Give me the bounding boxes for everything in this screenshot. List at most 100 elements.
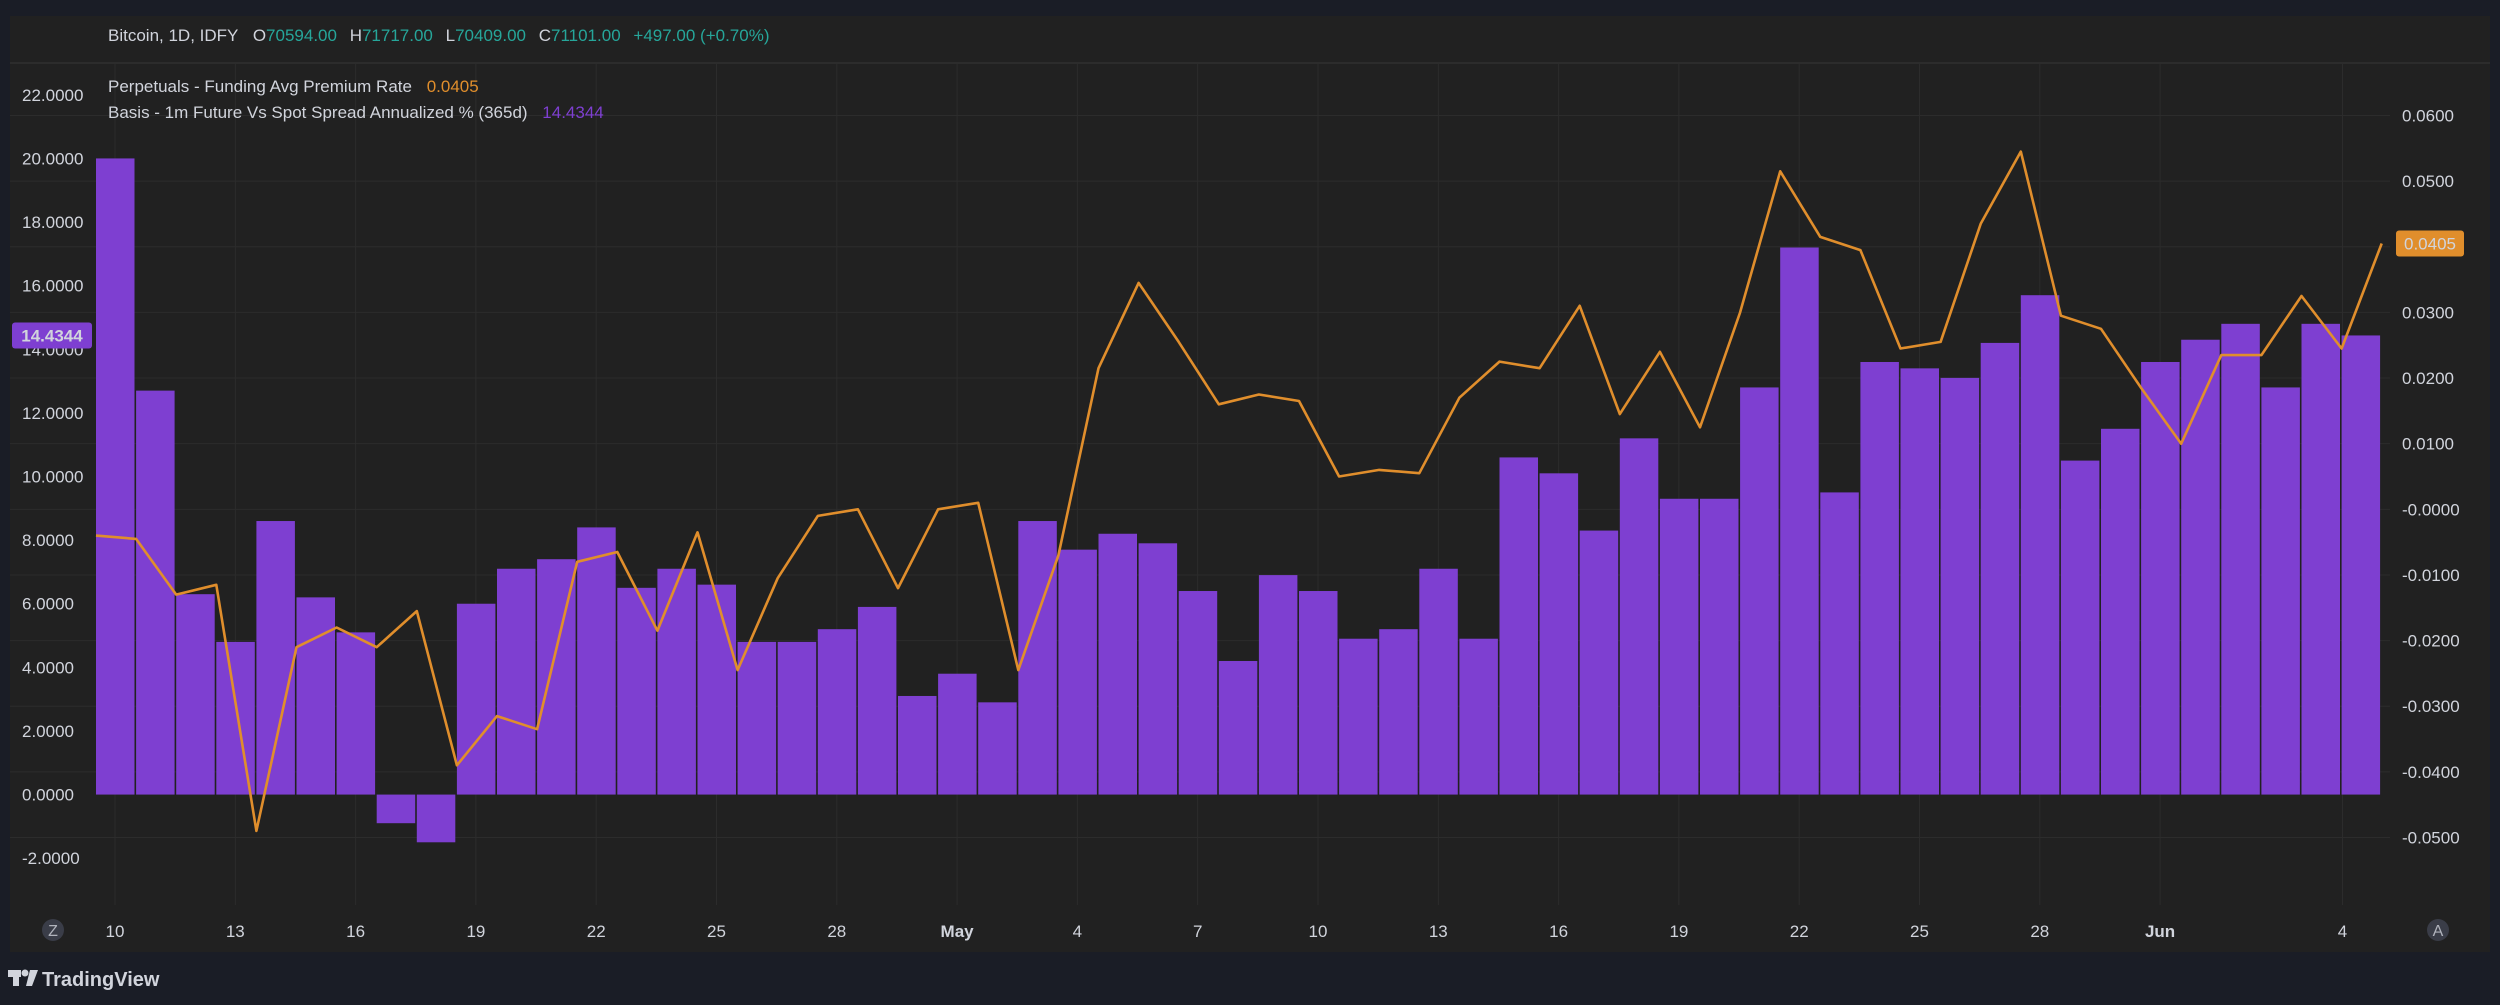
legend-line-series-name: Perpetuals - Funding Avg Premium Rate (108, 77, 412, 96)
close-prefix: C (539, 26, 551, 45)
bar (296, 597, 335, 795)
x-axis-tick-label: 19 (1669, 922, 1688, 941)
bar (96, 158, 135, 795)
bar (1299, 591, 1338, 795)
bar (176, 594, 215, 795)
bar (1700, 498, 1739, 795)
bars-layer (96, 158, 2381, 843)
high-prefix: H (350, 26, 362, 45)
bar (577, 527, 616, 795)
bar (1419, 568, 1458, 795)
tradingview-logo[interactable]: TradingView (8, 969, 160, 991)
legend-bar-series[interactable]: Basis - 1m Future Vs Spot Spread Annuali… (108, 103, 604, 122)
bar (817, 629, 857, 795)
right-axis-tick-label: -0.0100 (2402, 566, 2460, 585)
x-axis-tick-label: 4 (2338, 922, 2347, 941)
change-value: +497.00 (+0.70%) (633, 26, 769, 45)
right-axis-tick-label: 0.0600 (2402, 107, 2454, 126)
legend-line-series-value: 0.0405 (427, 77, 479, 96)
bar (938, 673, 977, 795)
bar (1539, 473, 1579, 795)
left-axis-tick-label: 12.0000 (22, 404, 83, 423)
bar (497, 568, 536, 795)
bar (256, 521, 295, 795)
bar (2141, 361, 2180, 795)
x-axis-tick-label: 22 (1790, 922, 1809, 941)
right-axis-tick-label: 0.0300 (2402, 303, 2454, 322)
tradingview-wordmark: TradingView (42, 969, 160, 991)
left-axis-tick-label: 20.0000 (22, 149, 83, 168)
x-axis-tick-label: 7 (1193, 922, 1202, 941)
bar (1820, 492, 1859, 795)
right-last-value-label: 0.0405 (2404, 234, 2456, 253)
x-axis-tick-label: 28 (2030, 922, 2049, 941)
bar (456, 603, 496, 795)
bar (416, 794, 456, 843)
bar (2101, 428, 2140, 795)
bar (2020, 295, 2060, 795)
x-axis-tick-label: 19 (466, 922, 485, 941)
x-axis: 10 13 16 19 22 25 28 May 4 7 10 13 16 19 22 25 28 Jun 4 (106, 922, 2348, 941)
auto-scale-left-button[interactable]: Z (42, 919, 64, 941)
auto-scale-right-button[interactable]: A (2427, 919, 2449, 941)
bar (697, 584, 736, 795)
bar (136, 390, 175, 795)
legend-bar-series-name: Basis - 1m Future Vs Spot Spread Annuali… (108, 103, 528, 122)
right-axis-tick-label: -0.0300 (2402, 697, 2460, 716)
bar (2301, 323, 2340, 795)
bar (1218, 660, 1258, 795)
bar (1659, 498, 1699, 795)
x-axis-tick-label: 16 (346, 922, 365, 941)
bar (1780, 247, 1819, 795)
left-axis-tick-label: 10.0000 (22, 468, 83, 487)
bar (857, 606, 897, 795)
close-value: 71101.00 (551, 26, 621, 45)
x-axis-tick-label: 25 (707, 922, 726, 941)
left-axis-tick-label: 18.0000 (22, 213, 83, 232)
x-axis-tick-label: 25 (1910, 922, 1929, 941)
legend-bar-series-value: 14.4344 (542, 103, 603, 122)
right-axis-tick-label: -0.0500 (2402, 828, 2460, 847)
bar (1940, 377, 1980, 795)
bar (1499, 457, 1538, 795)
bar (1579, 530, 1619, 795)
left-axis-tick-label: 0.0000 (22, 786, 74, 805)
right-axis-tick-label: 0.0100 (2402, 435, 2454, 454)
x-axis-tick-label: 22 (587, 922, 606, 941)
bar (777, 641, 817, 795)
auto-scale-right-label: A (2433, 923, 2444, 940)
right-axis-tick-label: 0.0500 (2402, 172, 2454, 191)
bar (1459, 638, 1498, 795)
left-last-value-badge: 14.4344 (12, 322, 92, 349)
bar (617, 587, 656, 795)
funding-rate-line (95, 150, 2383, 833)
x-axis-tick-label: May (941, 922, 975, 941)
x-axis-tick-label: Jun (2145, 922, 2175, 941)
left-last-value-label: 14.4344 (21, 326, 83, 345)
open-value: 70594.00 (266, 26, 337, 45)
line-layer (95, 150, 2383, 833)
bar (1379, 629, 1418, 795)
right-axis-tick-label: -0.0000 (2402, 500, 2460, 519)
bar (2221, 323, 2260, 795)
low-prefix: L (446, 26, 455, 45)
bar (1058, 549, 1097, 795)
left-axis-tick-label: 8.0000 (22, 531, 74, 550)
legend-line-series[interactable]: Perpetuals - Funding Avg Premium Rate 0.… (108, 77, 479, 96)
x-axis-tick-label: 10 (106, 922, 125, 941)
low-value: 70409.00 (455, 26, 526, 45)
x-axis-tick-label: 4 (1073, 922, 1082, 941)
tradingview-logo-icon (8, 969, 38, 986)
bar (1018, 521, 1057, 795)
bar (657, 568, 696, 795)
left-axis: 22.000020.000018.000016.000014.000012.00… (22, 86, 83, 868)
bar (1339, 638, 1378, 795)
symbol-label: Bitcoin, 1D, IDFY (108, 26, 238, 45)
bar (1860, 361, 1899, 795)
left-axis-tick-label: 22.0000 (22, 86, 83, 105)
right-axis-tick-label: -0.0200 (2402, 632, 2460, 651)
right-last-value-badge: 0.0405 (2396, 230, 2464, 257)
bar (2060, 460, 2100, 795)
right-axis-tick-label: -0.0400 (2402, 763, 2460, 782)
